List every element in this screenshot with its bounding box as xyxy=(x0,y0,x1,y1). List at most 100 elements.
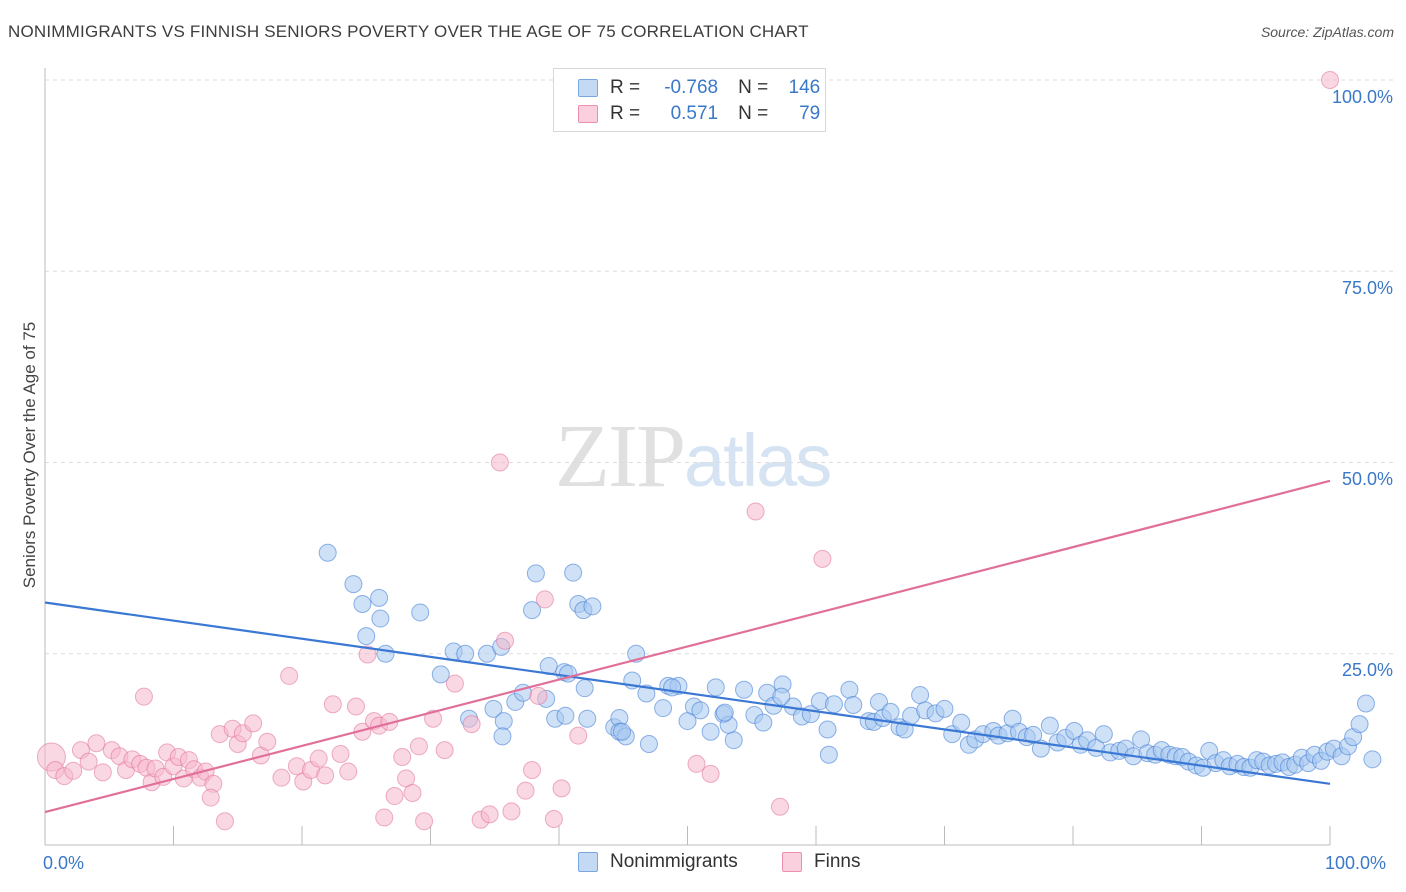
finns-point xyxy=(490,453,509,472)
finns-point xyxy=(424,709,443,728)
nonimmigrants-point xyxy=(935,699,954,718)
nonimmigrants-point xyxy=(654,699,673,718)
nonimmigrants-point xyxy=(411,603,430,622)
bottom-legend-label: Finns xyxy=(814,851,861,872)
finns-point xyxy=(535,590,554,609)
nonimmigrants-point xyxy=(824,695,843,714)
nonimmigrants-point xyxy=(456,644,475,663)
nonimmigrants-point xyxy=(691,701,710,720)
finns-point xyxy=(445,674,464,693)
finns-point xyxy=(502,802,521,821)
nonimmigrants-trend-line xyxy=(44,601,1331,785)
legend-row-finns: R = 0.571 N = 79 xyxy=(578,102,820,126)
finns-point xyxy=(64,761,83,780)
nonimmigrants-point xyxy=(376,644,395,663)
finns-point xyxy=(552,779,571,798)
finns-point xyxy=(272,768,291,787)
watermark-atlas: atlas xyxy=(684,419,832,502)
finns-point xyxy=(415,812,434,831)
finns-point xyxy=(1321,71,1339,89)
legend-r-value: -0.768 xyxy=(664,77,719,98)
nonimmigrants-point xyxy=(911,686,930,705)
finns-point xyxy=(358,645,377,664)
legend-r-label: R = xyxy=(610,77,641,98)
bottom-legend-label: Nonimmigrants xyxy=(610,851,738,872)
finns-point xyxy=(523,761,542,780)
legend-swatch-pink xyxy=(578,105,598,123)
nonimmigrants-point xyxy=(344,575,363,594)
nonimmigrants-point xyxy=(526,564,545,583)
finns-point xyxy=(339,762,358,781)
correlation-legend: R = -0.768 N = 146 R = 0.571 N = 79 xyxy=(553,68,826,132)
nonimmigrants-point xyxy=(371,609,390,628)
legend-swatch-blue xyxy=(578,79,598,97)
nonimmigrants-point xyxy=(523,601,542,620)
finns-point xyxy=(544,809,563,828)
x-tick-label-max: 100.0% xyxy=(1325,853,1387,873)
finns-point xyxy=(529,686,548,705)
nonimmigrants-point xyxy=(1350,715,1369,734)
nonimmigrants-point xyxy=(772,687,791,706)
finns-point xyxy=(569,726,588,745)
nonimmigrants-point xyxy=(556,706,575,725)
nonimmigrants-point xyxy=(663,678,682,697)
chart-title: NONIMMIGRANTS VS FINNISH SENIORS POVERTY… xyxy=(8,22,809,41)
finns-point xyxy=(201,788,220,807)
x-tick-label-min: 0.0% xyxy=(43,853,85,873)
bottom-legend-swatch-pink xyxy=(782,852,802,872)
finns-point xyxy=(258,732,277,751)
nonimmigrants-point xyxy=(575,679,594,698)
nonimmigrants-point xyxy=(612,722,631,741)
finns-point xyxy=(134,687,153,706)
watermark: ZIPatlas xyxy=(555,405,832,508)
finns-point xyxy=(462,715,481,734)
nonimmigrants-point xyxy=(639,735,658,754)
nonimmigrants-point xyxy=(484,699,503,718)
y-tick-label-25: 25.0% xyxy=(1341,660,1393,680)
bottom-legend-finns: Finns xyxy=(782,851,860,873)
nonimmigrants-point xyxy=(881,702,900,721)
finns-point xyxy=(385,787,404,806)
legend-n-label: N = xyxy=(738,77,769,98)
nonimmigrants-point xyxy=(724,731,743,750)
bottom-legend-swatch-blue xyxy=(578,852,598,872)
nonimmigrants-point xyxy=(818,720,837,739)
legend-n-label: N = xyxy=(738,103,769,124)
finns-point xyxy=(393,748,412,767)
y-tick-label-100: 100.0% xyxy=(1331,87,1393,107)
finns-point xyxy=(516,781,535,800)
nonimmigrants-point xyxy=(493,727,512,746)
nonimmigrants-point xyxy=(353,595,372,614)
source-credit: Source: ZipAtlas.com xyxy=(1260,24,1394,40)
finns-point xyxy=(480,805,499,824)
finns-point xyxy=(375,808,394,827)
finns-point xyxy=(323,695,342,714)
finns-point xyxy=(309,749,328,768)
finns-point xyxy=(79,752,98,771)
finns-point xyxy=(403,783,422,802)
legend-n-value: 79 xyxy=(799,103,821,124)
finns-point xyxy=(409,737,428,756)
nonimmigrants-point xyxy=(494,712,513,731)
nonimmigrants-point xyxy=(431,665,450,684)
nonimmigrants-point xyxy=(715,703,734,722)
finns-point xyxy=(435,741,454,760)
nonimmigrants-point xyxy=(578,709,597,728)
legend-row-nonimmigrants: R = -0.768 N = 146 xyxy=(578,76,820,100)
nonimmigrants-point xyxy=(844,696,863,715)
finns-point xyxy=(687,754,706,773)
y-tick-label-75: 75.0% xyxy=(1341,278,1393,298)
nonimmigrants-point xyxy=(1363,750,1382,769)
finns-point xyxy=(771,797,790,816)
nonimmigrants-point xyxy=(735,680,754,699)
nonimmigrants-point xyxy=(1040,716,1059,735)
y-tick-label-50: 50.0% xyxy=(1341,469,1393,489)
legend-r-label: R = xyxy=(610,103,641,124)
nonimmigrants-point xyxy=(952,713,971,732)
bottom-legend-nonimmigrants: Nonimmigrants xyxy=(578,851,738,873)
nonimmigrants-point xyxy=(357,627,376,646)
finns-point xyxy=(87,734,106,753)
nonimmigrants-point xyxy=(583,597,602,616)
finns-point xyxy=(496,631,515,650)
